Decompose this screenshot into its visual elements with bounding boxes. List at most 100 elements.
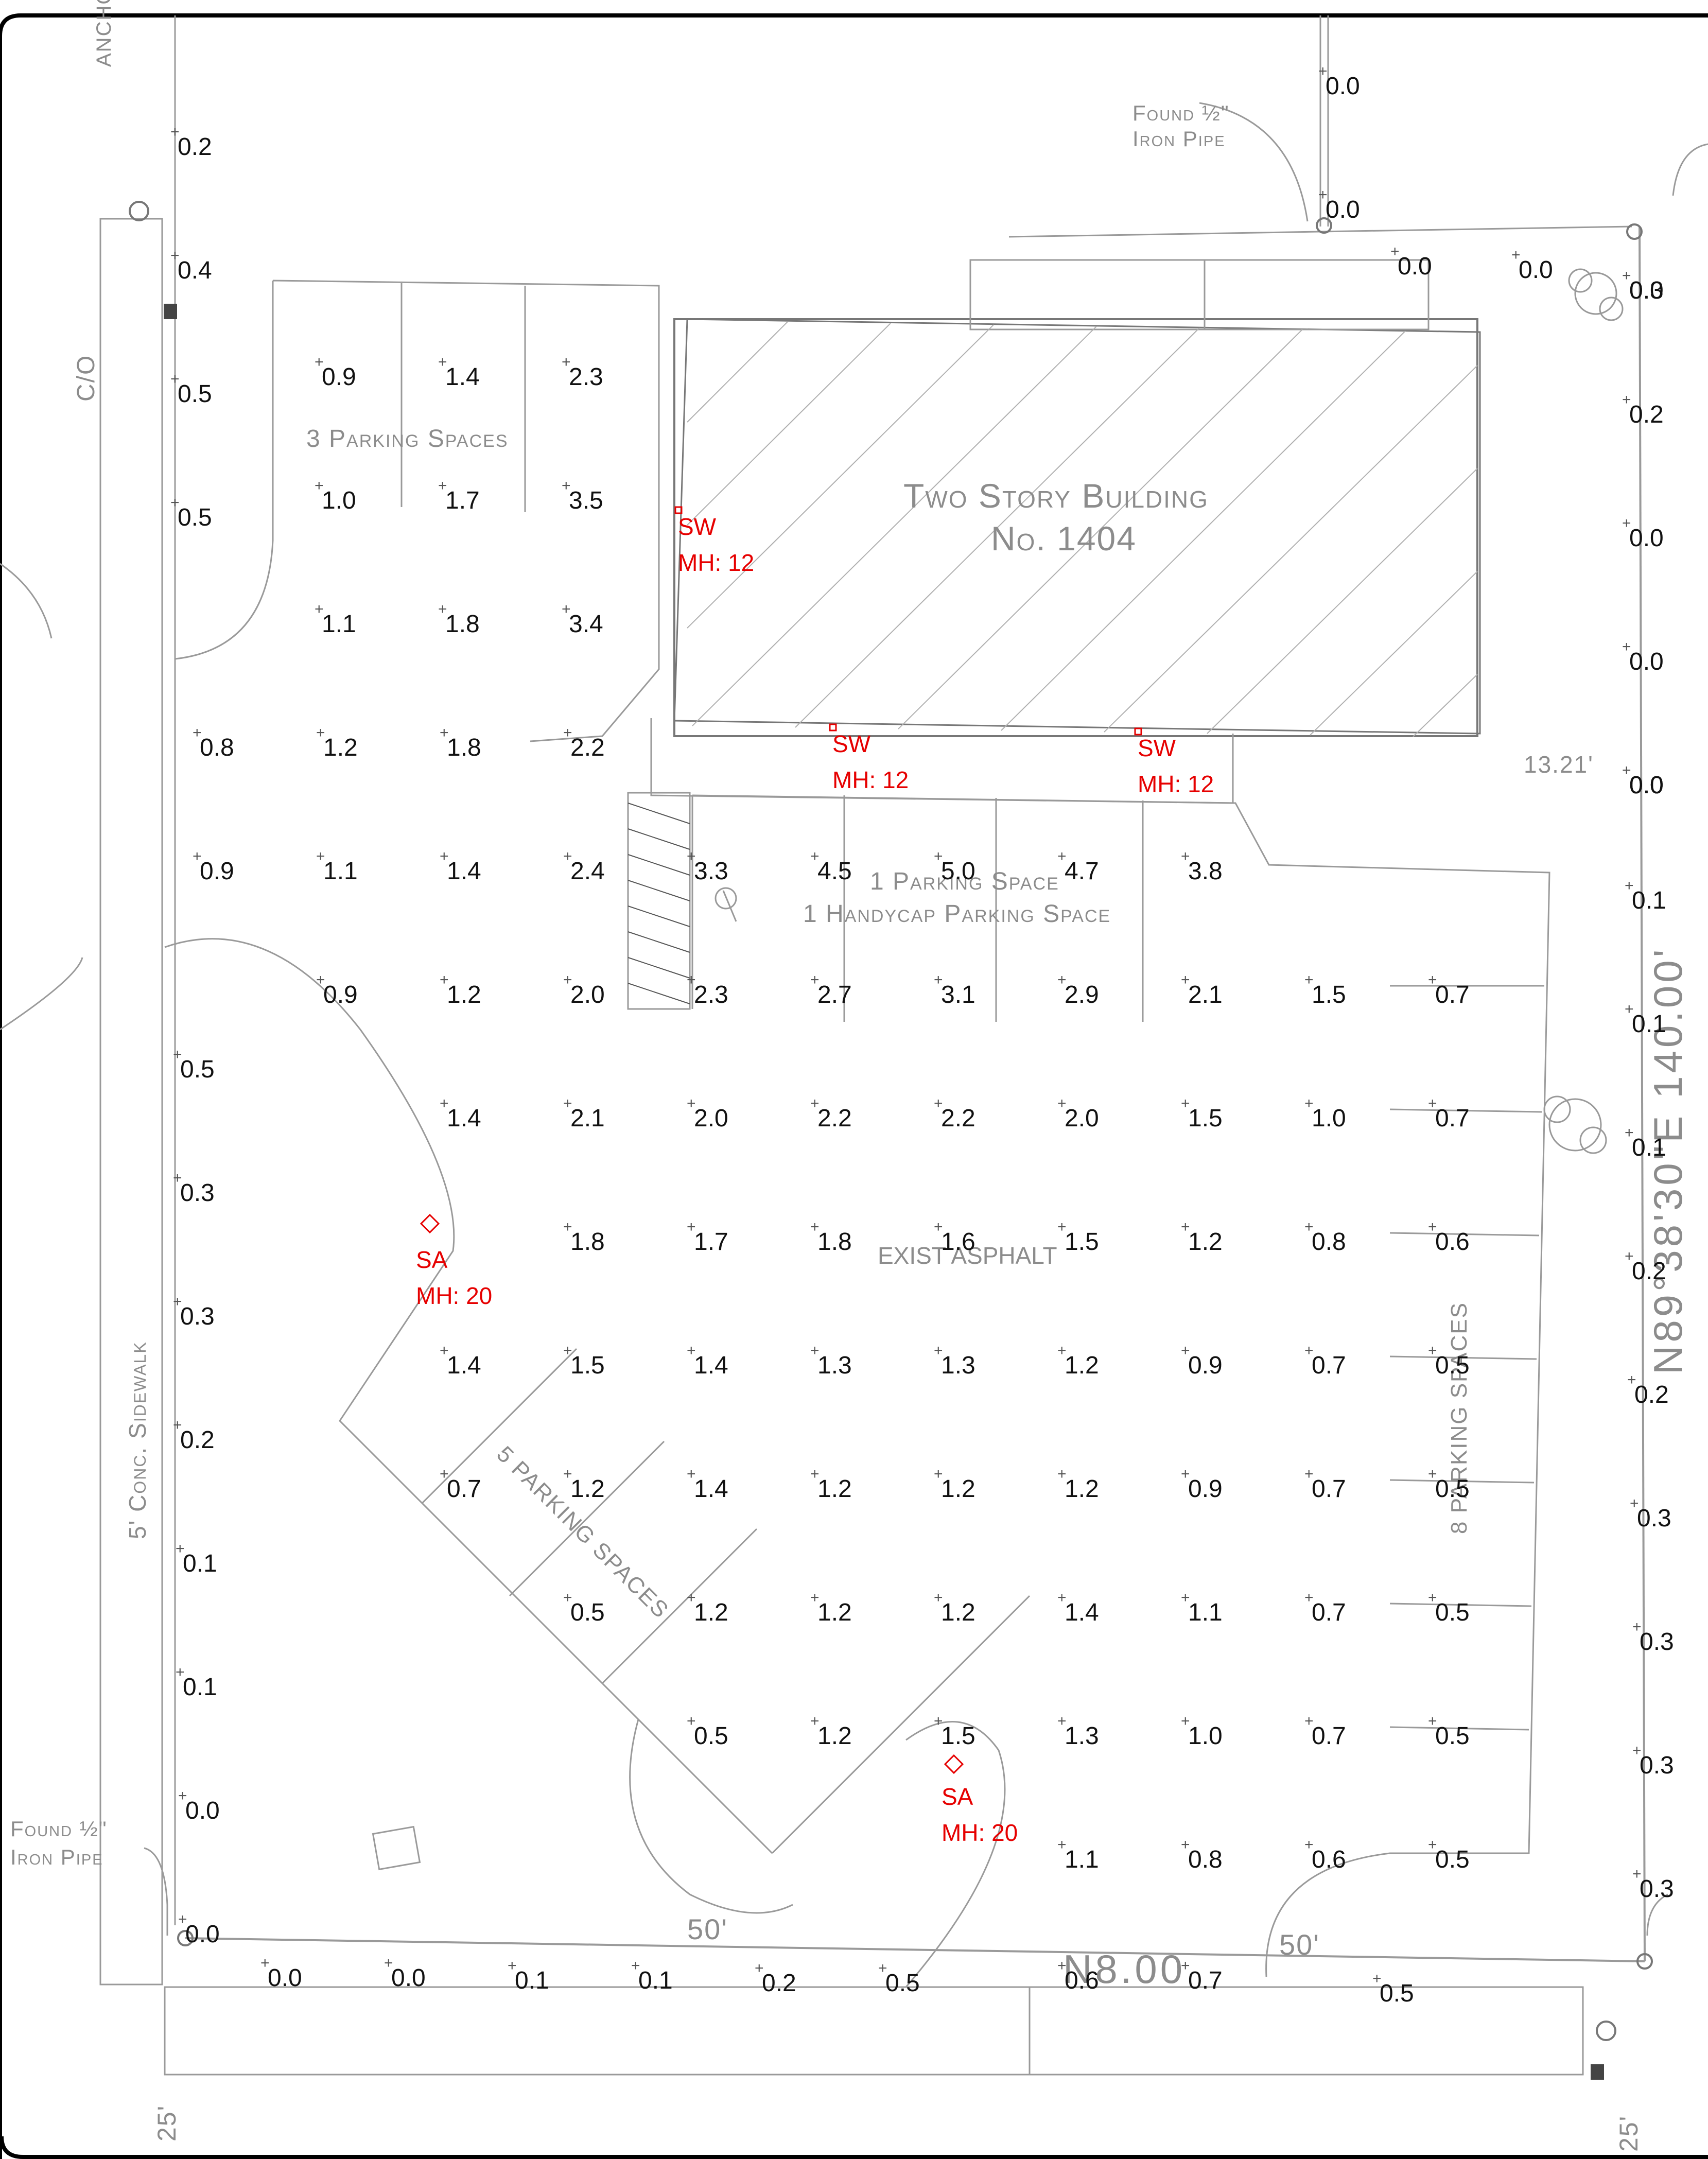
photometric-value: +4.5: [810, 848, 852, 885]
photometric-value-text: 0.9: [200, 858, 234, 885]
dimension-25-right: 25': [1614, 2115, 1643, 2152]
photometric-value: +0.7: [440, 1466, 481, 1503]
photometric-value-text: 1.1: [1188, 1599, 1223, 1626]
photometric-value-text: 0.0: [1629, 772, 1664, 799]
grid-point-marker: +: [193, 848, 202, 865]
photometric-value: +0.5: [1372, 1970, 1414, 2008]
photometric-value-text: 1.3: [941, 1352, 975, 1379]
photometric-value: +1.2: [934, 1466, 975, 1503]
photometric-value: +0.0: [1318, 186, 1360, 224]
grid-point-marker: +: [562, 354, 571, 371]
fixture-symbol-sw: [674, 506, 683, 514]
photometric-value-text: 0.3: [1629, 277, 1664, 304]
photometric-value-text: 1.4: [447, 858, 481, 885]
photometric-value-text: 0.2: [178, 133, 212, 161]
grid-point-marker: +: [1428, 971, 1437, 988]
photometric-value: +1.1: [316, 848, 358, 885]
photometric-value: +1.1: [1181, 1589, 1223, 1627]
photometric-value-text: 0.5: [1435, 1475, 1470, 1503]
grid-point-marker: +: [1625, 1124, 1634, 1141]
photometric-value: +1.4: [687, 1466, 728, 1503]
photometric-value: +1.3: [934, 1342, 975, 1380]
iron-pipe-marker: [177, 1930, 194, 1946]
grid-point-marker: +: [687, 1218, 696, 1235]
photometric-value-text: 0.6: [1065, 1967, 1099, 1994]
cleanout-label: C/O: [73, 354, 100, 402]
photometric-value: +0.3: [173, 1170, 215, 1207]
photometric-value-text: 1.5: [1065, 1228, 1099, 1256]
photometric-value: +0.5: [1428, 1713, 1470, 1750]
grid-point-marker: +: [440, 848, 449, 865]
grid-point-marker: +: [1181, 1218, 1190, 1235]
photometric-value-text: 4.5: [817, 858, 852, 885]
photometric-value-text: 0.1: [515, 1967, 549, 1994]
photometric-value-text: 0.9: [1188, 1352, 1223, 1379]
photometric-value: +0.3: [1632, 1866, 1674, 1903]
handicap-parking-label: 1 Handycap Parking Space: [803, 900, 1111, 928]
photometric-value-text: 0.0: [1629, 277, 1664, 304]
photometric-value-text: 1.2: [1065, 1352, 1099, 1379]
grid-point-marker: +: [1632, 1866, 1642, 1883]
photometric-value: +0.1: [176, 1664, 217, 1701]
photometric-value: +1.5: [563, 1342, 605, 1380]
photometric-value: +0.7: [1304, 1589, 1346, 1627]
parking-5-label: 5 PARKING SPACES: [492, 1441, 674, 1624]
grid-point-marker: +: [438, 601, 447, 618]
grid-point-marker: +: [934, 1342, 943, 1359]
photometric-value-text: 0.5: [1435, 1599, 1470, 1626]
photometric-value-text: 0.1: [183, 1674, 217, 1701]
photometric-value: +1.2: [1057, 1466, 1099, 1503]
grid-point-marker: +: [170, 494, 180, 511]
photometric-value-text: 1.4: [1065, 1599, 1099, 1626]
photometric-value-text: 1.2: [817, 1599, 852, 1626]
photometric-value: +1.6: [934, 1218, 975, 1256]
photometric-value-text: 1.4: [445, 363, 480, 391]
grid-point-marker: +: [1181, 1713, 1190, 1730]
grid-point-marker: +: [1622, 762, 1631, 779]
photometric-value-text: 2.0: [694, 1105, 728, 1132]
grid-point-marker: +: [384, 1955, 393, 1972]
grid-point-marker: +: [1181, 1589, 1190, 1606]
photometric-value: +1.0: [1181, 1713, 1223, 1750]
grid-point-marker: +: [810, 1342, 820, 1359]
grid-point-marker: +: [1428, 1342, 1437, 1359]
bottom-bearing-label: N8.00: [1063, 1946, 1186, 1992]
photometric-value-text: 1.3: [1065, 1722, 1099, 1750]
tree-icon: [1543, 268, 1624, 1154]
sheet-corner-left: [0, 2136, 1708, 2159]
photometric-value: +1.4: [440, 1095, 481, 1133]
grid-point-marker: +: [563, 848, 572, 865]
grid-point-marker: +: [1057, 1957, 1067, 1974]
grid-point-marker: +: [1181, 1957, 1190, 1974]
photometric-value: +1.3: [810, 1342, 852, 1380]
photometric-value: +0.0: [1622, 267, 1664, 305]
photometric-value-text: 0.9: [323, 981, 358, 1008]
photometric-value: +0.4: [170, 247, 212, 285]
grid-point-marker: +: [810, 1095, 820, 1112]
photometric-value-text: 2.2: [570, 734, 605, 761]
fixture-mounting-height: MH: 20: [942, 1819, 1018, 1846]
photometric-value: +0.0: [178, 1911, 220, 1948]
photometric-value: +0.0: [1511, 247, 1553, 284]
photometric-value: +0.0: [178, 1787, 220, 1825]
photometric-value-text: 2.3: [694, 981, 728, 1008]
photometric-value: +0.5: [1428, 1342, 1470, 1380]
found-pipe-label-left: Found ½" Iron Pipe: [10, 1817, 108, 1869]
photometric-value: +1.2: [810, 1466, 852, 1503]
photometric-value: +0.5: [878, 1960, 920, 1997]
photometric-value: +1.3: [1057, 1713, 1099, 1750]
photometric-value-text: 0.4: [178, 257, 212, 284]
photometric-value-text: 1.1: [1065, 1846, 1099, 1873]
photometric-value: +3.1: [934, 971, 975, 1009]
grid-point-marker: +: [1181, 1466, 1190, 1483]
grid-point-marker: +: [1304, 1713, 1314, 1730]
grid-point-marker: +: [1304, 1466, 1314, 1483]
photometric-value-text: 0.7: [447, 1475, 481, 1503]
grid-point-marker: +: [1318, 63, 1328, 80]
grid-point-marker: +: [1318, 186, 1328, 203]
photometric-value: +0.3: [1630, 1495, 1671, 1533]
grid-point-marker: +: [934, 1095, 943, 1112]
grid-point-marker: +: [1057, 1589, 1067, 1606]
grid-point-marker: +: [1625, 877, 1634, 894]
grid-point-marker: +: [810, 1466, 820, 1483]
